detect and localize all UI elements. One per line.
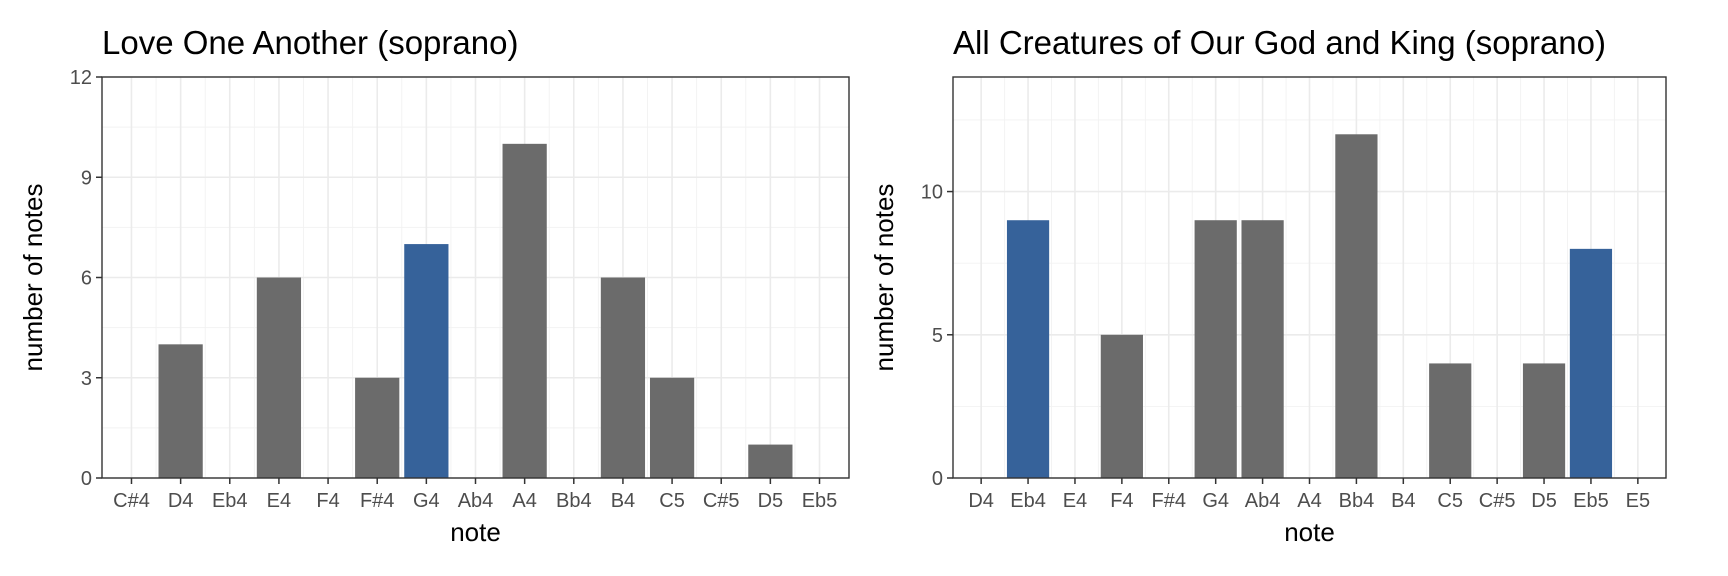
x-tick-label: C5 [659,490,685,512]
bar-A4 [502,143,547,479]
x-tick-label: D4 [168,490,194,512]
chart-title: All Creatures of Our God and King (sopra… [953,24,1606,61]
bar-G4 [1194,220,1237,478]
bar-Bb4 [1335,134,1378,479]
y-tick-label: 12 [70,67,92,89]
x-tick-label: E4 [1063,490,1087,512]
x-tick-label: E4 [267,490,291,512]
y-tick-label: 10 [921,182,943,204]
x-tick-label: Bb4 [556,490,592,512]
x-axis-label: note [450,517,501,547]
x-tick-label: D5 [1531,490,1557,512]
bar-F4 [1100,334,1143,478]
y-tick-label: 5 [932,325,943,347]
x-tick-label: D5 [758,490,784,512]
chart-title: Love One Another (soprano) [102,24,518,61]
x-tick-label: Ab4 [1245,490,1281,512]
bar-D4 [158,344,203,478]
x-tick-label: Eb4 [1010,490,1046,512]
x-tick-label: Eb5 [1573,490,1609,512]
bar-Eb5 [1569,248,1613,478]
x-tick-label: Eb5 [802,490,838,512]
x-tick-label: A4 [512,490,536,512]
x-tick-label: Eb4 [212,490,248,512]
bar-D5 [1522,363,1566,478]
bar-Eb4 [1006,220,1050,478]
x-tick-label: C#5 [703,490,740,512]
y-tick-label: 3 [81,368,92,390]
x-tick-label: Ab4 [458,490,494,512]
x-tick-label: D4 [968,490,994,512]
y-tick-label: 0 [81,468,92,490]
x-tick-label: F#4 [360,490,394,512]
x-tick-label: F#4 [1152,490,1186,512]
y-tick-label: 0 [932,468,943,490]
bar-C5 [649,377,695,478]
y-axis-label: number of notes [18,184,48,372]
x-tick-label: F4 [1110,490,1133,512]
x-axis-label: note [1284,517,1335,547]
bar-B4 [600,277,646,478]
x-tick-label: A4 [1297,490,1321,512]
x-tick-label: G4 [1202,490,1229,512]
chart-panel-2: 0 5 10 D4 Eb4 E4 F4 F#4 G4 Ab4 A4 Bb4 B4 C5 C#5 D5 Eb5 E5… [869,24,1667,547]
y-tick-label: 9 [81,167,92,189]
x-tick-label: B4 [1391,490,1415,512]
y-axis-label: number of notes [869,184,899,372]
bar-D5 [748,444,793,478]
x-tick-label: B4 [611,490,635,512]
x-tick-label: C5 [1437,490,1463,512]
x-tick-label: E5 [1626,490,1650,512]
x-tick-label: Bb4 [1339,490,1375,512]
bar-C5 [1429,363,1472,478]
bar-Fsharp4 [355,377,400,478]
bar-E4 [256,277,302,478]
bar-G4 [404,244,449,478]
x-tick-label: G4 [413,490,440,512]
bar-Ab4 [1241,220,1284,478]
y-tick-label: 6 [81,268,92,290]
x-tick-label: F4 [316,490,339,512]
x-tick-label: C#5 [1479,490,1516,512]
x-tick-label: C#4 [113,490,150,512]
chart-panel-1: 0 3 6 9 12 C#4 D4 Eb4 E4 F4 F#4 G4 Ab4 A4 Bb4 B4 C5 C#5 D5… [18,24,850,547]
